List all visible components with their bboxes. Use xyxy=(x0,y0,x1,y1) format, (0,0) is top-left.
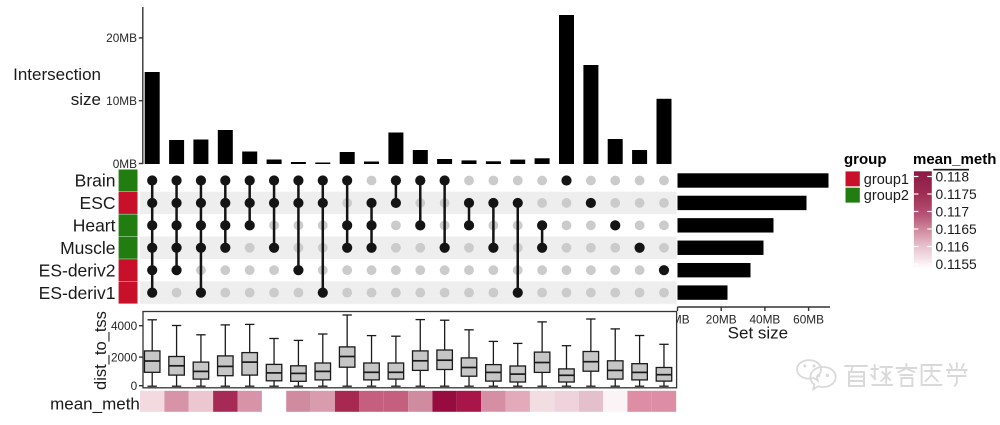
svg-text:Brain: Brain xyxy=(75,171,116,191)
svg-text:0: 0 xyxy=(131,379,138,393)
svg-text:0.117: 0.117 xyxy=(936,204,970,219)
svg-text:ES-deriv2: ES-deriv2 xyxy=(39,260,116,280)
svg-text:0.118: 0.118 xyxy=(936,169,970,184)
svg-text:60MB: 60MB xyxy=(793,313,824,327)
svg-text:Intersection: Intersection xyxy=(13,65,101,84)
svg-text:0.1175: 0.1175 xyxy=(936,187,978,202)
svg-text:dist_to_tss: dist_to_tss xyxy=(92,311,110,390)
svg-text:2000: 2000 xyxy=(111,350,138,364)
svg-text:ES-deriv1: ES-deriv1 xyxy=(39,283,116,303)
svg-text:0.1155: 0.1155 xyxy=(936,257,978,272)
svg-text:Set size: Set size xyxy=(728,324,788,343)
svg-text:group: group xyxy=(844,151,887,168)
svg-text:ESC: ESC xyxy=(80,193,116,213)
svg-text:Muscle: Muscle xyxy=(60,238,115,258)
svg-text:mean_meth: mean_meth xyxy=(913,151,996,168)
svg-text:mean_meth: mean_meth xyxy=(50,395,140,414)
svg-text:0.116: 0.116 xyxy=(936,239,970,254)
svg-text:group2: group2 xyxy=(864,188,909,204)
svg-text:Heart: Heart xyxy=(73,216,116,236)
svg-text:10MB: 10MB xyxy=(106,94,137,108)
svg-text:40MB: 40MB xyxy=(749,313,780,327)
svg-text:20MB: 20MB xyxy=(106,31,137,45)
svg-text:size: size xyxy=(71,90,101,109)
svg-text:0.1165: 0.1165 xyxy=(936,222,978,237)
svg-text:20MB: 20MB xyxy=(706,313,737,327)
svg-text:group1: group1 xyxy=(864,172,909,188)
svg-text:0MB: 0MB xyxy=(113,157,137,171)
svg-text:4000: 4000 xyxy=(111,319,138,333)
